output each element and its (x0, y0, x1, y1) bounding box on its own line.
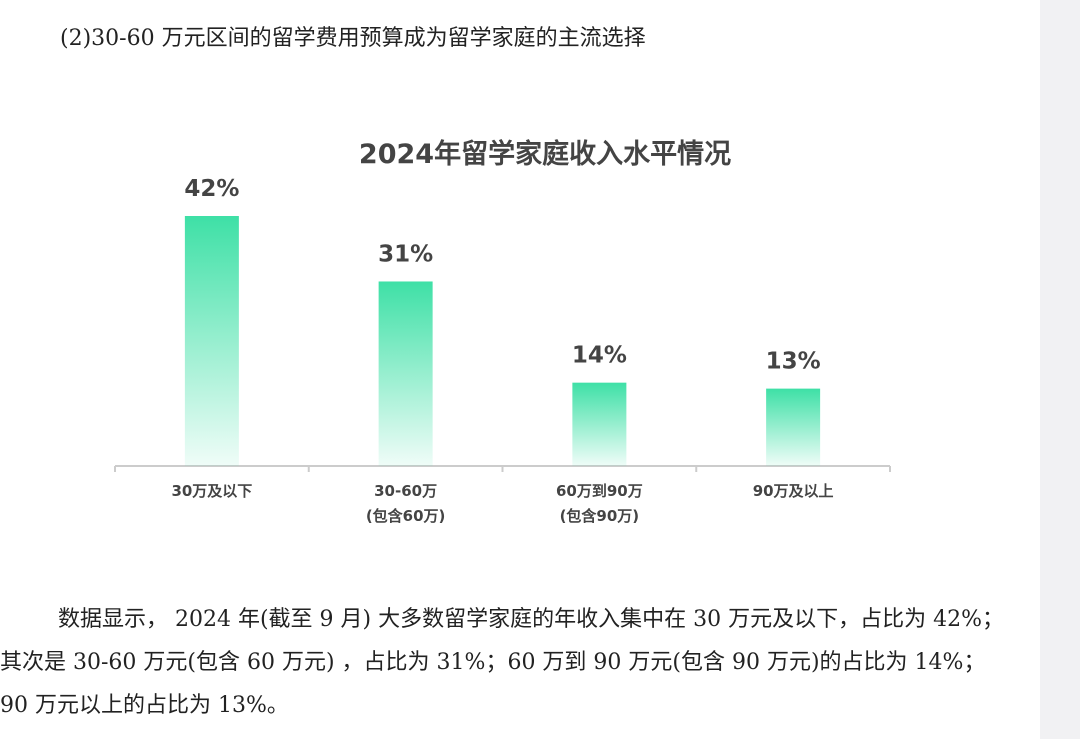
bar (378, 281, 433, 466)
value-label: 31% (378, 241, 433, 267)
value-label: 42% (184, 176, 239, 202)
x-tick-label: 60万到90万 (包含90万) (556, 482, 643, 525)
bar (184, 216, 239, 466)
chart-title: 2024年留学家庭收入水平情况 (359, 138, 731, 170)
heading: (2)30-60 万元区间的留学费用预算成为留学家庭的主流选择 (60, 26, 646, 51)
value-label: 14% (572, 343, 627, 369)
x-tick-label: 30-60万 (包含60万) (365, 482, 446, 525)
bar (572, 382, 627, 466)
x-tick-label: 90万及以上 (752, 482, 834, 500)
value-label: 13% (766, 349, 821, 375)
side-strip (1040, 0, 1080, 739)
bar (766, 388, 821, 466)
x-tick-label: 30万及以下 (171, 482, 253, 500)
paragraph: 数据显示， 2024 年(截至 9 月) 大多数留学家庭的年收入集中在 30 万… (0, 607, 1004, 718)
chart: 2024年留学家庭收入水平情况 42% 31% 14% 13% (114, 138, 891, 472)
